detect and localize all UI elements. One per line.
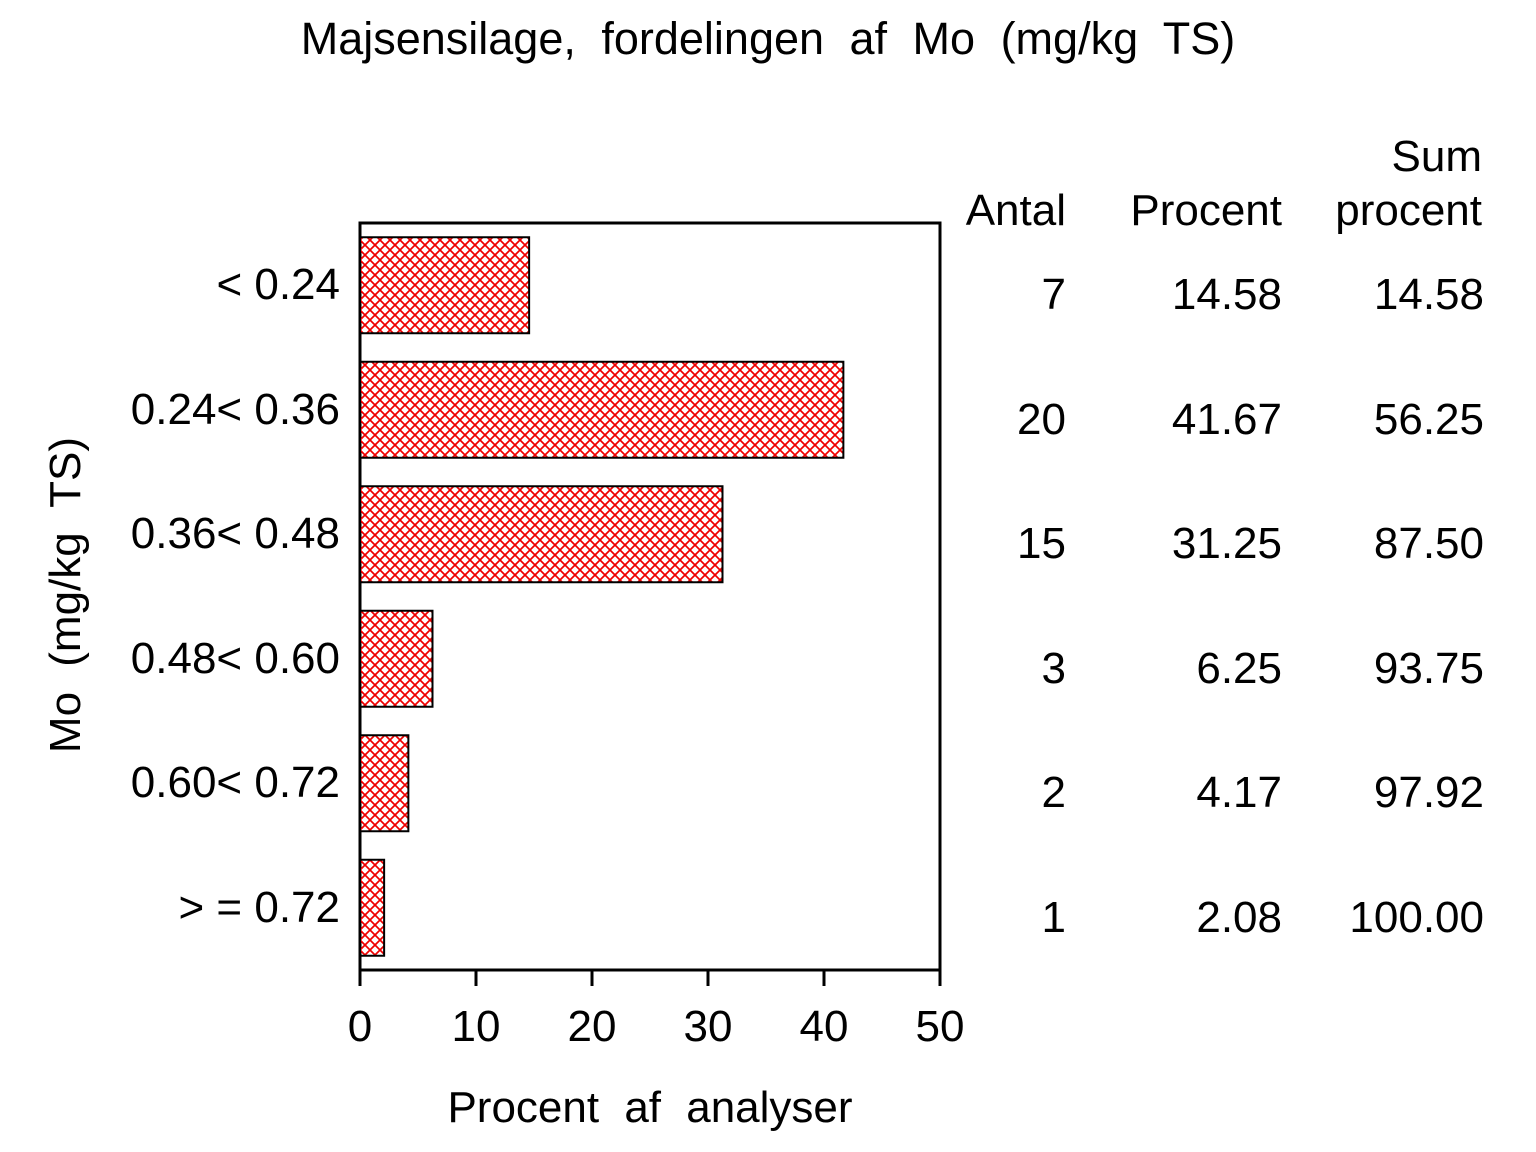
table-cell-antal: 3 (1041, 643, 1066, 693)
table-cell-antal: 2 (1041, 768, 1066, 818)
bar (359, 734, 410, 833)
table-cell-procent: 6.25 (1196, 643, 1282, 693)
x-axis-ticks-group (358, 970, 942, 986)
bar (359, 236, 531, 335)
table-cell-sum: 93.75 (1373, 643, 1484, 693)
table-cell-sum: 87.50 (1373, 519, 1484, 569)
table-header-sum-line1: Sum (1391, 132, 1482, 181)
table-cell-sum: 14.58 (1373, 270, 1484, 320)
table-cell-antal: 15 (1017, 519, 1066, 569)
table-header-sum-line2: procent (1335, 186, 1482, 235)
table-cell-antal: 20 (1017, 394, 1066, 444)
x-tick-label: 30 (683, 1002, 733, 1051)
bar (359, 609, 434, 708)
plot-frame (358, 221, 942, 972)
bar (359, 858, 386, 957)
bars-group (359, 236, 845, 957)
y-category-label: 0.24< 0.36 (130, 384, 340, 434)
chart-title: Majsensilage, fordelingen af Mo (mg/kg T… (300, 13, 1236, 64)
table-cell-procent: 31.25 (1171, 519, 1282, 569)
y-category-label: < 0.24 (216, 260, 340, 310)
table-cell-antal: 1 (1041, 892, 1066, 942)
table-cell-procent: 4.17 (1196, 768, 1282, 818)
x-tick-label: 50 (915, 1002, 965, 1051)
table-cell-procent: 2.08 (1196, 892, 1282, 942)
table-header-antal: Antal (965, 186, 1066, 235)
table-cell-sum: 100.00 (1349, 892, 1484, 942)
bar (359, 485, 724, 584)
table-header-procent: Procent (1130, 186, 1282, 235)
y-axis-title-text: Mo (mg/kg TS) (41, 436, 90, 754)
table-cell-sum: 56.25 (1373, 394, 1484, 444)
x-tick-label: 40 (799, 1002, 849, 1051)
table-cell-antal: 7 (1041, 270, 1066, 320)
x-axis-title: Procent af analyser (447, 1083, 853, 1132)
table-cell-procent: 14.58 (1171, 270, 1282, 320)
y-category-label: > = 0.72 (178, 882, 340, 932)
table-cell-sum: 97.92 (1373, 768, 1484, 818)
y-category-label: 0.36< 0.48 (130, 509, 340, 559)
x-tick-label: 10 (451, 1002, 501, 1051)
bar (359, 360, 845, 459)
table-cell-procent: 41.67 (1171, 394, 1282, 444)
y-category-label: 0.60< 0.72 (130, 758, 340, 808)
x-tick-label: 20 (567, 1002, 617, 1051)
x-tick-label: 0 (347, 1002, 373, 1051)
y-category-label: 0.48< 0.60 (130, 633, 340, 683)
